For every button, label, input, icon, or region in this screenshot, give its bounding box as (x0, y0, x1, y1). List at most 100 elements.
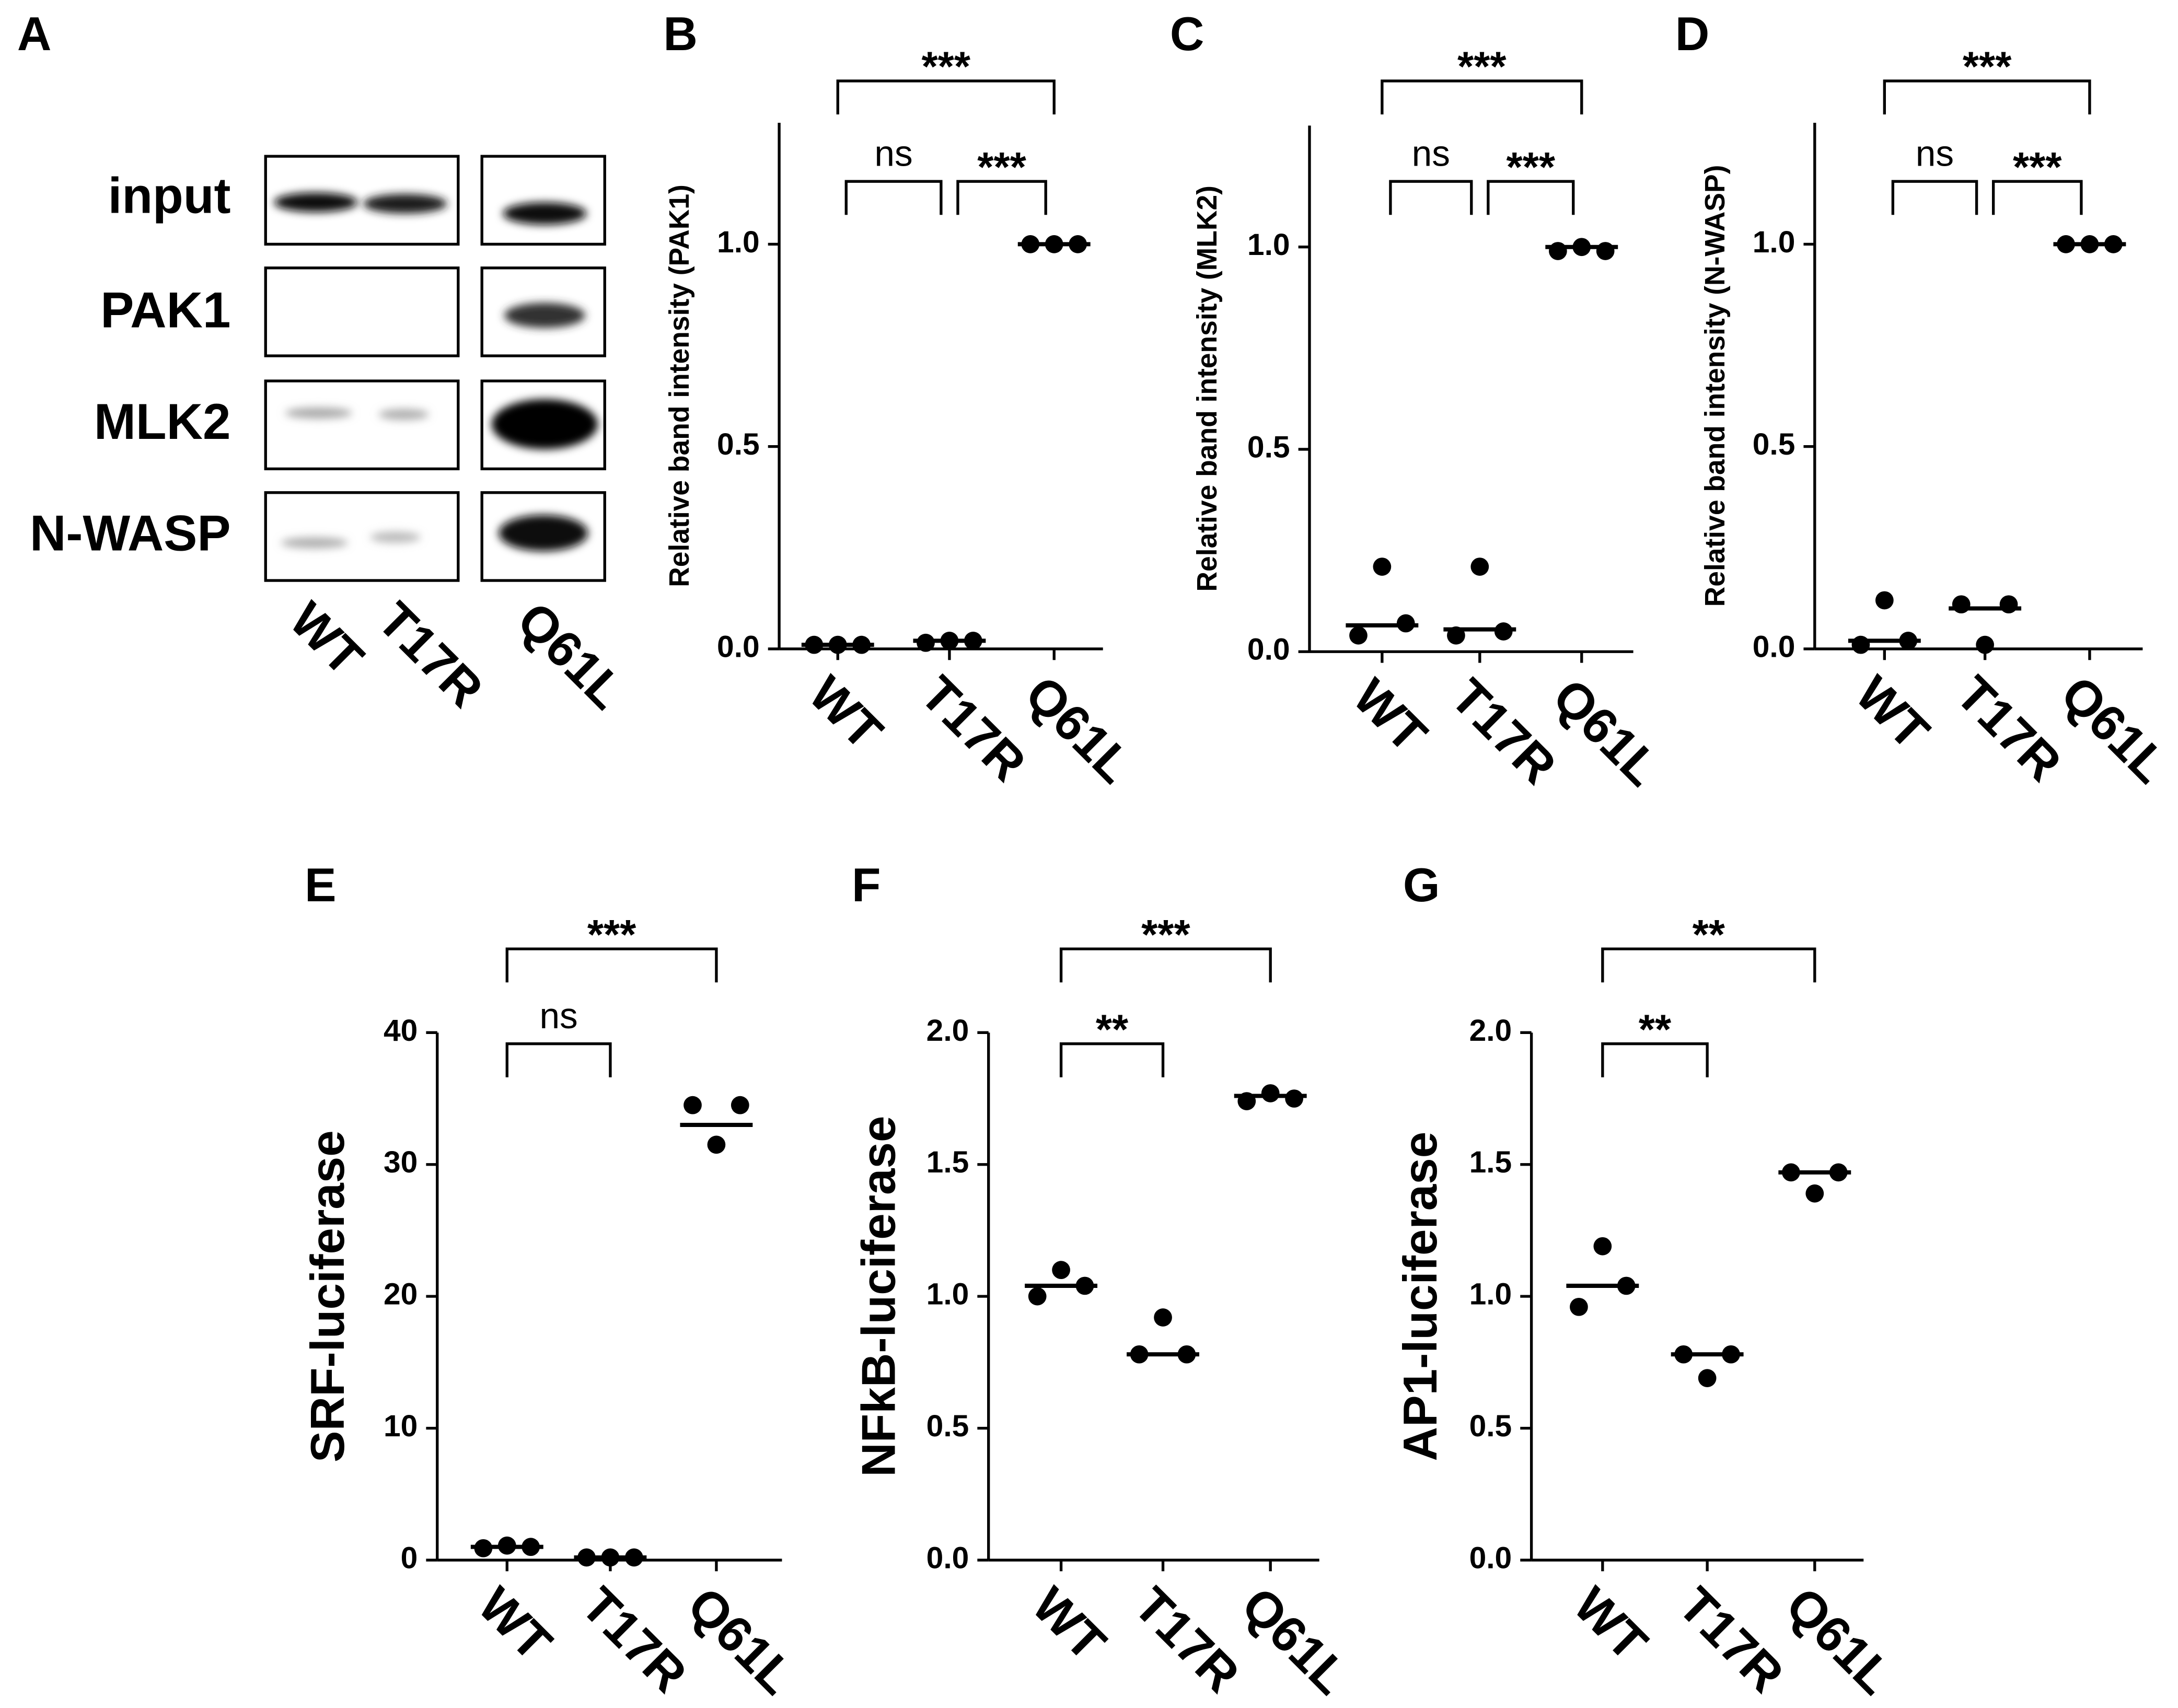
data-point (1570, 1297, 1588, 1316)
blot-row-label: N-WASP (30, 506, 231, 562)
blot-row-label: PAK1 (100, 282, 230, 338)
data-point (1349, 626, 1368, 645)
x-tick-label: WT (1022, 1577, 1116, 1671)
significance-label: *** (2013, 143, 2062, 190)
significance-label: ns (539, 995, 577, 1036)
significance-label: *** (921, 43, 970, 90)
significance-label: *** (1457, 43, 1507, 90)
significance-label: *** (1963, 43, 2012, 90)
x-tick-label: T17R (910, 666, 1036, 792)
significance-bracket (1381, 79, 1583, 115)
x-tick-label: T17R (1123, 1577, 1250, 1703)
significance-bracket (505, 947, 718, 983)
y-tick-label: 0.0 (717, 630, 760, 664)
x-tick-label: Q61L (677, 1577, 805, 1705)
data-point (1373, 557, 1392, 576)
x-tick-label: T17R (571, 1577, 697, 1703)
panel-letter: C (1170, 8, 1204, 61)
y-tick-label: 1.0 (1469, 1277, 1512, 1311)
y-tick-label: 40 (384, 1014, 418, 1048)
y-tick-label: 1.0 (1247, 228, 1290, 262)
y-tick-label: 0.5 (1753, 427, 1795, 461)
data-point (731, 1096, 749, 1114)
data-point (1261, 1084, 1280, 1102)
data-point (1596, 242, 1615, 260)
significance-label: ns (1916, 133, 1954, 173)
data-point (1851, 635, 1870, 654)
data-point (1593, 1237, 1612, 1256)
panel-letter: B (663, 8, 698, 61)
blot-column-label: Q61L (507, 591, 635, 720)
panel-letter: G (1403, 859, 1440, 912)
data-point (1952, 595, 1971, 614)
significance-bracket (1891, 180, 1978, 215)
y-tick-label: 20 (384, 1277, 418, 1311)
data-point (1976, 635, 1994, 654)
significance-bracket (844, 180, 943, 215)
chart-panel: B Relative band intensity (PAK1) 0.0 0.5 1.0… (663, 8, 1143, 794)
data-point (1875, 591, 1894, 610)
y-tick-label: 0.5 (1469, 1409, 1512, 1443)
significance-bracket (1991, 180, 2083, 215)
significance-bracket (1601, 947, 1816, 983)
data-point (707, 1135, 726, 1154)
panel-letter: A (17, 8, 52, 61)
x-tick-label: Q61L (2050, 666, 2178, 794)
data-point (1999, 595, 2018, 614)
y-tick-label: 1.0 (1753, 225, 1795, 259)
y-axis-label: Relative band intensity (N-WASP) (1700, 165, 1731, 607)
x-tick-label: Q61L (1015, 666, 1143, 794)
x-tick-label: Q61L (1775, 1577, 1904, 1705)
data-point (1698, 1369, 1717, 1387)
y-tick-label: 0.0 (926, 1541, 969, 1575)
data-point (683, 1096, 702, 1114)
significance-bracket (1487, 180, 1575, 215)
x-tick-label: WT (1845, 666, 1940, 760)
y-tick-label: 0.5 (717, 427, 760, 461)
x-tick-label: WT (468, 1577, 562, 1671)
significance-bracket (956, 180, 1047, 215)
y-tick-label: 1.5 (926, 1145, 969, 1179)
significance-label: *** (1507, 143, 1556, 190)
significance-bracket (505, 1042, 612, 1077)
y-tick-label: 1.0 (717, 225, 760, 259)
y-tick-label: 0.0 (1247, 633, 1290, 667)
chart-panel: G AP1-luciferase 0.0 0.5 1.0 1.5 2.0 WT T17RQ61L… (1394, 859, 1904, 1705)
blot-column-label: T17R (367, 591, 493, 718)
data-point (1805, 1184, 1824, 1203)
significance-label: *** (587, 911, 636, 958)
significance-label: ** (1693, 911, 1725, 958)
x-tick-label: Q61L (1542, 668, 1671, 797)
x-tick-label: T17R (1668, 1577, 1794, 1703)
chart-panel: C Relative band intensity (MLK2) 0.0 0.5 1.0… (1170, 8, 1671, 797)
x-tick-label: WT (1563, 1577, 1658, 1671)
panel-letter: D (1675, 8, 1710, 61)
y-axis-label: Relative band intensity (MLK2) (1192, 185, 1223, 591)
significance-bracket (836, 79, 1056, 115)
y-axis-label: AP1-luciferase (1394, 1132, 1447, 1461)
x-tick-label: WT (1342, 668, 1437, 763)
x-tick-label: T17R (1945, 666, 2072, 792)
blot-row-label: input (108, 168, 231, 224)
chart-panel: D Relative band intensity (N-WASP) 0.0 0.5 1… (1675, 8, 2178, 794)
significance-label: ns (1412, 133, 1450, 173)
x-tick-label: WT (798, 666, 893, 760)
data-point (1052, 1261, 1070, 1280)
panel-letter: F (852, 859, 881, 912)
data-point (1028, 1287, 1047, 1306)
blot-column-label: WT (279, 591, 374, 686)
significance-bracket (1883, 79, 2091, 115)
y-tick-label: 0.0 (1753, 630, 1795, 664)
y-tick-label: 0 (401, 1541, 418, 1575)
blot-row-label: MLK2 (94, 394, 231, 450)
y-tick-label: 2.0 (1469, 1014, 1512, 1048)
data-point (1470, 557, 1489, 576)
blot-panel: A input PAK1 MLK2 N-WASP WT T17R Q61L (17, 8, 635, 720)
data-point (1549, 242, 1567, 260)
x-tick-label: T17R (1440, 668, 1567, 795)
data-point (1154, 1308, 1172, 1327)
significance-bracket (1059, 1042, 1165, 1077)
